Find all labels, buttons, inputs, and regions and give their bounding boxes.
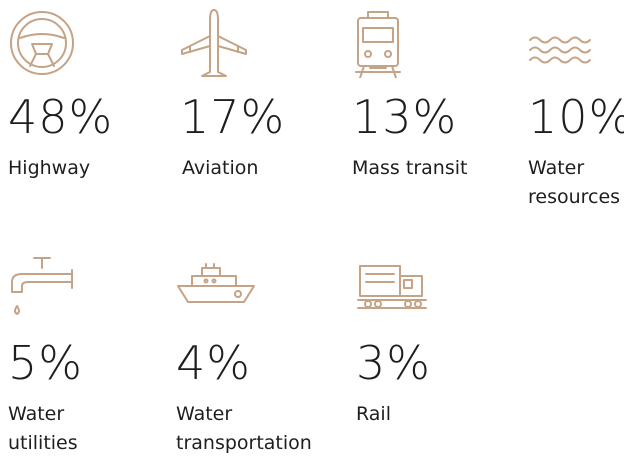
stat-label: Rail bbox=[356, 403, 391, 425]
faucet-icon bbox=[11, 257, 73, 315]
stat-label: Water resources bbox=[528, 157, 621, 208]
stat-rail: 3% Rail bbox=[356, 254, 474, 429]
steering-wheel-icon bbox=[10, 11, 74, 75]
train-icon bbox=[355, 11, 401, 78]
stat-value: 4% bbox=[176, 336, 251, 390]
stat-label: Water utilities bbox=[8, 403, 78, 454]
stat-label: Aviation bbox=[182, 157, 259, 179]
stat-label: Highway bbox=[8, 157, 91, 179]
stat-aviation: 17% Aviation bbox=[180, 8, 298, 183]
plane-icon bbox=[181, 9, 247, 77]
stat-value: 3% bbox=[356, 336, 431, 390]
stat-value: 13% bbox=[352, 90, 458, 144]
stat-water-transportation: 4% Water transportation bbox=[176, 254, 312, 458]
stat-label: Mass transit bbox=[352, 157, 468, 179]
stat-water-utilities: 5% Water utilities bbox=[8, 254, 118, 458]
waves-icon bbox=[529, 36, 591, 64]
page: {"items": [ {"value": "48%", "label": "H… bbox=[8, 8, 624, 454]
stat-highway: 48% Highway bbox=[8, 8, 126, 183]
ship-icon bbox=[177, 263, 255, 303]
stat-label: Water transportation bbox=[176, 403, 312, 454]
stat-value: 48% bbox=[8, 90, 114, 144]
stat-value: 5% bbox=[8, 336, 83, 390]
stat-water-resources: 10% Water resources bbox=[528, 8, 624, 212]
stat-value: 17% bbox=[180, 90, 286, 144]
stat-mass-transit: 13% Mass transit bbox=[352, 8, 470, 183]
locomotive-icon bbox=[357, 265, 427, 309]
stat-value: 10% bbox=[528, 90, 624, 144]
